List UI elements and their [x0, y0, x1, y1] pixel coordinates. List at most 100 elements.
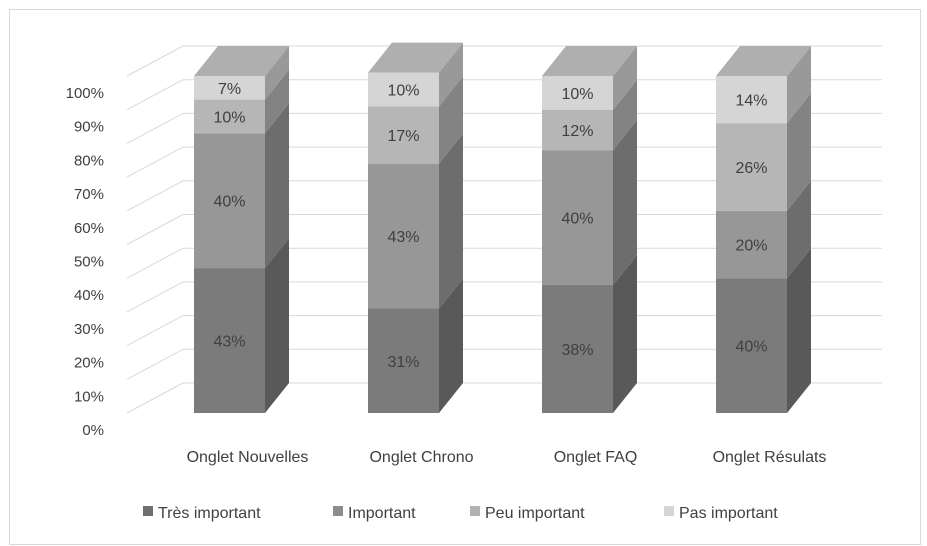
- bar-segment: [716, 93, 811, 211]
- bar-side: [439, 133, 463, 309]
- bar-top: [194, 46, 289, 76]
- y-tick-label: 60%: [74, 220, 104, 237]
- data-label: 40%: [561, 211, 593, 228]
- bar-front: [194, 99, 265, 134]
- y-tick-label: 20%: [74, 355, 104, 372]
- bar-segment: [716, 180, 811, 279]
- legend-swatch: [143, 506, 153, 516]
- bar-top: [542, 46, 637, 76]
- bar-side: [787, 93, 811, 211]
- y-tick-label: 100%: [66, 85, 104, 102]
- gridline-diagonal: [126, 281, 184, 313]
- bar-segment: [542, 46, 637, 110]
- gridline-diagonal: [126, 382, 184, 414]
- legend-label: Peu important: [485, 505, 585, 522]
- bar-front: [716, 278, 787, 413]
- legend: Très important Important Peu important Pas …: [143, 505, 778, 522]
- y-tick-label: 50%: [74, 254, 104, 271]
- gridline-diagonal: [126, 79, 184, 111]
- bar-side: [439, 42, 463, 107]
- x-category-label: Onglet Résulats: [713, 449, 827, 466]
- data-label: 10%: [213, 109, 245, 126]
- legend-label: Pas important: [679, 505, 778, 522]
- bar-segment: [368, 76, 463, 164]
- y-axis-ticks: 0% 10% 20% 30% 40% 50% 60% 70% 80% 90% 100%: [66, 85, 104, 439]
- bar-segment: [194, 238, 289, 413]
- bar-side: [613, 46, 637, 110]
- data-label: 43%: [387, 229, 419, 246]
- bar-front: [716, 76, 787, 124]
- gridline-diagonal: [126, 146, 184, 178]
- bar-segment: [716, 46, 811, 124]
- data-label: 17%: [387, 128, 419, 145]
- x-category-label: Onglet Nouvelles: [187, 449, 309, 466]
- bar-front: [542, 76, 613, 110]
- data-label: 31%: [387, 354, 419, 371]
- gridline-diagonal: [126, 112, 184, 144]
- bar-front: [542, 284, 613, 413]
- data-label: 10%: [561, 86, 593, 103]
- data-label: 43%: [213, 334, 245, 351]
- legend-swatch: [664, 506, 674, 516]
- data-label: 40%: [213, 194, 245, 211]
- data-label: 26%: [735, 160, 767, 177]
- legend-swatch: [333, 506, 343, 516]
- bar-segment: [716, 248, 811, 413]
- bar-front: [716, 210, 787, 279]
- bar-side: [787, 46, 811, 124]
- bar-front: [194, 133, 265, 269]
- bar-side: [787, 248, 811, 413]
- bar-segment: [194, 103, 289, 269]
- bar-top: [368, 42, 463, 73]
- bar-side: [613, 254, 637, 413]
- x-category-label: Onglet Chrono: [369, 449, 473, 466]
- bar-front: [368, 72, 439, 107]
- y-tick-label: 70%: [74, 186, 104, 203]
- x-axis-categories: Onglet Nouvelles Onglet Chrono Onglet FAQ O…: [187, 449, 827, 466]
- data-label: 7%: [218, 81, 241, 98]
- bar-side: [265, 103, 289, 269]
- bar-segment: [542, 79, 637, 151]
- bar-front: [368, 106, 439, 164]
- bar-segment: [542, 120, 637, 285]
- bar-side: [265, 69, 289, 134]
- bar-segment: [368, 133, 463, 309]
- gridline-diagonal: [126, 45, 184, 77]
- gridline-diagonal: [126, 348, 184, 380]
- bar-side: [439, 76, 463, 164]
- data-label: 10%: [387, 82, 419, 99]
- gridline-diagonal: [126, 214, 184, 245]
- bar-front: [368, 163, 439, 309]
- legend-label: Très important: [158, 505, 261, 522]
- bar-side: [613, 79, 637, 151]
- data-label: 38%: [561, 342, 593, 359]
- data-labels: 43% 40% 10% 7% 31% 43% 17% 10% 38% 40% 12% 10% 40% 20…: [213, 81, 767, 371]
- bar-side: [265, 238, 289, 413]
- gridline-diagonal: [126, 315, 184, 347]
- bar-front: [368, 308, 439, 413]
- data-label: 12%: [561, 123, 593, 140]
- bar-side: [439, 278, 463, 413]
- bar-front: [194, 76, 265, 100]
- y-tick-label: 10%: [74, 388, 104, 405]
- x-category-label: Onglet FAQ: [554, 449, 638, 466]
- bar-side: [613, 120, 637, 285]
- bar-side: [787, 180, 811, 279]
- y-tick-label: 90%: [74, 119, 104, 136]
- y-tick-label: 30%: [74, 321, 104, 338]
- bars: [194, 42, 811, 413]
- y-tick-label: 40%: [74, 287, 104, 304]
- gridline-diagonal: [126, 247, 184, 279]
- data-label: 40%: [735, 339, 767, 356]
- bar-side: [265, 46, 289, 100]
- legend-label: Important: [348, 505, 416, 522]
- bar-segment: [542, 254, 637, 413]
- bar-front: [542, 150, 613, 285]
- bar-front: [194, 268, 265, 413]
- bar-front: [542, 109, 613, 151]
- bar-front: [716, 123, 787, 211]
- legend-swatch: [470, 506, 480, 516]
- y-tick-label: 80%: [74, 152, 104, 169]
- data-label: 14%: [735, 93, 767, 110]
